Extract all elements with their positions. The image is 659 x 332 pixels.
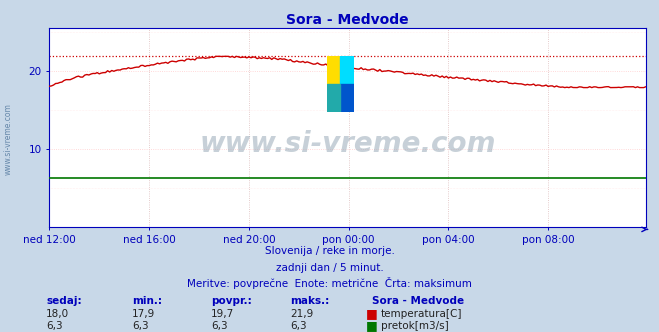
Text: 21,9: 21,9 — [290, 309, 313, 319]
Text: povpr.:: povpr.: — [211, 296, 252, 306]
Text: Sora - Medvode: Sora - Medvode — [372, 296, 465, 306]
Text: 6,3: 6,3 — [46, 321, 63, 331]
Text: 17,9: 17,9 — [132, 309, 155, 319]
Text: sedaj:: sedaj: — [46, 296, 82, 306]
Text: min.:: min.: — [132, 296, 162, 306]
Text: www.si-vreme.com: www.si-vreme.com — [200, 130, 496, 158]
Text: maks.:: maks.: — [290, 296, 330, 306]
Text: 18,0: 18,0 — [46, 309, 69, 319]
Title: Sora - Medvode: Sora - Medvode — [286, 13, 409, 27]
Text: 6,3: 6,3 — [132, 321, 148, 331]
Text: 6,3: 6,3 — [290, 321, 306, 331]
Text: zadnji dan / 5 minut.: zadnji dan / 5 minut. — [275, 263, 384, 273]
Text: Slovenija / reke in morje.: Slovenija / reke in morje. — [264, 246, 395, 256]
Text: www.si-vreme.com: www.si-vreme.com — [4, 104, 13, 175]
Text: ■: ■ — [366, 307, 378, 320]
Text: Meritve: povprečne  Enote: metrične  Črta: maksimum: Meritve: povprečne Enote: metrične Črta:… — [187, 277, 472, 289]
Text: ■: ■ — [366, 319, 378, 332]
Text: temperatura[C]: temperatura[C] — [381, 309, 463, 319]
Text: 19,7: 19,7 — [211, 309, 234, 319]
Text: 6,3: 6,3 — [211, 321, 227, 331]
Text: pretok[m3/s]: pretok[m3/s] — [381, 321, 449, 331]
